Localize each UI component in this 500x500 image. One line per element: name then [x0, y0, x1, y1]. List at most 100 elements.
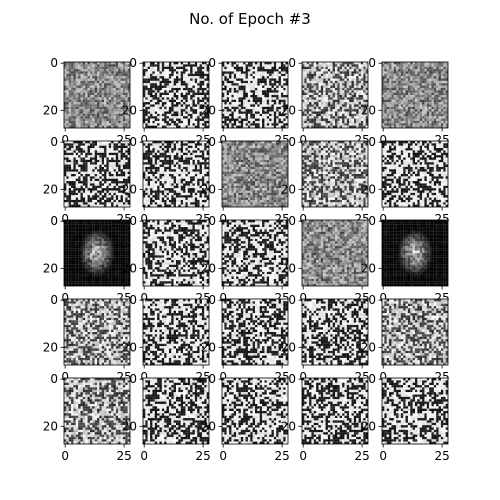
pixel [326, 76, 328, 78]
pixel [264, 74, 266, 76]
pixel [118, 95, 120, 97]
pixel [314, 88, 316, 90]
pixel [241, 86, 243, 88]
pixel [236, 79, 238, 81]
pixel [229, 119, 231, 121]
pixel [164, 100, 166, 102]
pixel [248, 81, 250, 83]
pixel [323, 86, 325, 88]
pixel [76, 104, 78, 106]
pixel [276, 119, 278, 121]
pixel [99, 67, 101, 69]
pixel [193, 76, 195, 78]
pixel [307, 71, 309, 73]
pixel [102, 64, 104, 66]
pixel [83, 114, 85, 116]
pixel [319, 69, 321, 71]
pixel [167, 69, 169, 71]
pixel [269, 90, 271, 92]
pixel [69, 116, 71, 118]
pixel [234, 104, 236, 106]
pixel [193, 90, 195, 92]
pixel [335, 93, 337, 95]
pixel [342, 88, 344, 90]
pixel [81, 121, 83, 123]
pixel [262, 114, 264, 116]
pixel [314, 67, 316, 69]
pixel [250, 100, 252, 102]
pixel [157, 88, 159, 90]
pixel [274, 81, 276, 83]
pixel [150, 109, 152, 111]
pixel [309, 95, 311, 97]
pixel [97, 81, 99, 83]
pixel [272, 81, 274, 83]
pixel [155, 88, 157, 90]
pixel [111, 102, 113, 104]
pixel [78, 81, 80, 83]
pixel [204, 67, 206, 69]
pixel [323, 100, 325, 102]
pixel [304, 90, 306, 92]
pixel [81, 71, 83, 73]
pixel [102, 112, 104, 114]
pixel [188, 100, 190, 102]
pixel [188, 121, 190, 123]
pixel [359, 90, 361, 92]
pixel [321, 93, 323, 95]
pixel [281, 100, 283, 102]
pixel [250, 93, 252, 95]
pixel [83, 69, 85, 71]
pixel [167, 67, 169, 69]
pixel [281, 83, 283, 85]
pixel [83, 107, 85, 109]
pixel [97, 88, 99, 90]
pixel [160, 121, 162, 123]
pixel [231, 88, 233, 90]
pixel [231, 93, 233, 95]
pixel [169, 90, 171, 92]
pixel [171, 90, 173, 92]
pixel [241, 104, 243, 106]
pixel [241, 109, 243, 111]
pixel [92, 93, 94, 95]
pixel [81, 86, 83, 88]
pixel [81, 116, 83, 118]
pixel [169, 79, 171, 81]
pixel [354, 86, 356, 88]
pixel [183, 71, 185, 73]
pixel [97, 74, 99, 76]
panel-grid: 0200 250200 250200 250200 250200 250200 250200… [43, 56, 450, 463]
pixel [97, 102, 99, 104]
pixel [356, 71, 358, 73]
pixel [157, 112, 159, 114]
pixel [171, 67, 173, 69]
pixel [347, 90, 349, 92]
pixel [106, 90, 108, 92]
pixel [195, 67, 197, 69]
pixel [76, 67, 78, 69]
pixel [90, 95, 92, 97]
pixel [264, 90, 266, 92]
pixel [356, 74, 358, 76]
pixel [174, 69, 176, 71]
pixel [281, 64, 283, 66]
pixel [114, 88, 116, 90]
pixel [243, 81, 245, 83]
pixel [181, 79, 183, 81]
pixel [224, 71, 226, 73]
pixel [337, 81, 339, 83]
pixel [148, 100, 150, 102]
pixel [234, 88, 236, 90]
pixel [193, 116, 195, 118]
pixel [304, 93, 306, 95]
pixel [85, 114, 87, 116]
pixel [349, 74, 351, 76]
pixel [102, 71, 104, 73]
pixel [269, 109, 271, 111]
pixel [321, 81, 323, 83]
pixel [188, 102, 190, 104]
pixel [352, 67, 354, 69]
pixel [274, 114, 276, 116]
pixel [241, 74, 243, 76]
